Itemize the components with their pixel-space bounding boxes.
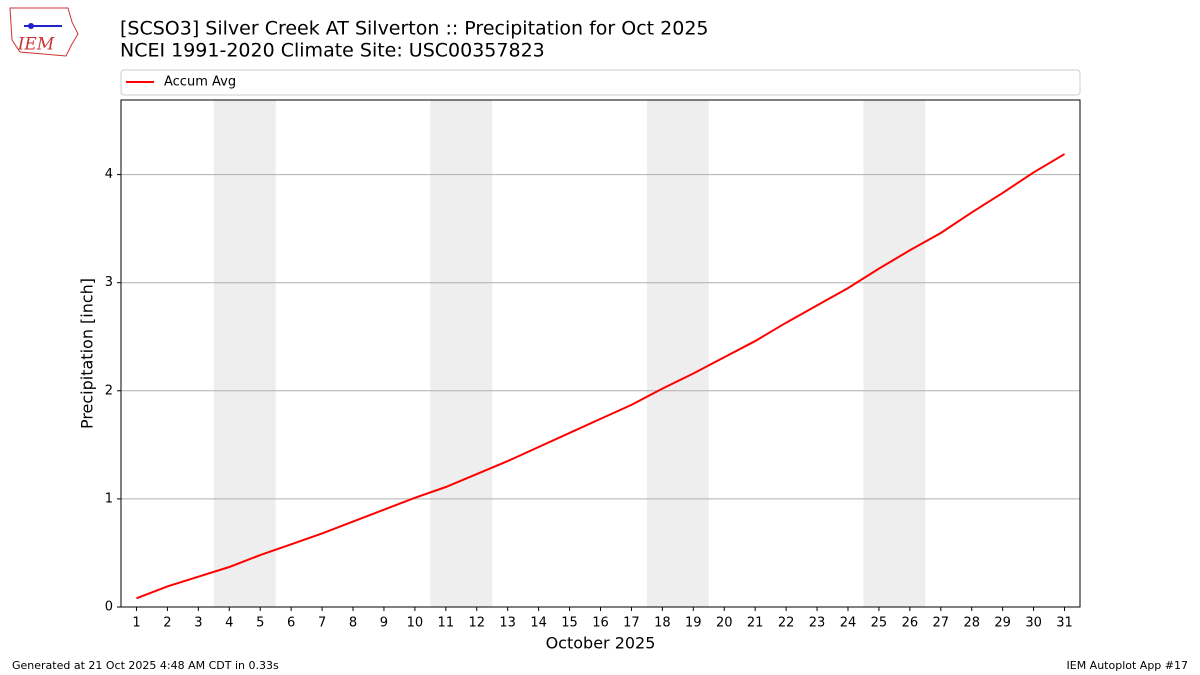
x-tick-label: 31 [1056,616,1073,631]
x-tick-label: 2 [163,616,171,631]
x-tick-label: 27 [933,616,950,631]
chart-subtitle: NCEI 1991-2020 Climate Site: USC00357823 [120,40,545,62]
x-tick-label: 10 [407,616,424,631]
y-tick-label: 0 [105,600,113,615]
x-tick-label: 8 [349,616,357,631]
weekend-shade [213,100,276,607]
x-tick-label: 26 [902,616,919,631]
x-tick-label: 17 [623,616,640,631]
y-tick-label: 2 [105,383,113,398]
logo: IEM [9,7,79,57]
y-tick-label: 1 [105,491,113,506]
weekend-shade [646,100,709,607]
x-tick-label: 23 [809,616,826,631]
x-tick-label: 6 [287,616,295,631]
x-tick-label: 3 [194,616,202,631]
x-tick-label: 1 [132,616,140,631]
x-tick-label: 28 [963,616,980,631]
x-tick-label: 9 [380,616,388,631]
x-tick-label: 30 [1025,616,1042,631]
chart-title: [SCSO3] Silver Creek AT Silverton :: Pre… [120,18,709,40]
footer-left: Generated at 21 Oct 2025 4:48 AM CDT in … [12,659,279,672]
x-tick-label: 7 [318,616,326,631]
y-tick-label: 3 [105,275,113,290]
weekend-shade [863,100,926,607]
footer-right: IEM Autoplot App #17 [1067,659,1189,672]
x-tick-label: 14 [530,616,547,631]
legend-label: Accum Avg [164,75,236,90]
x-tick-label: 12 [468,616,485,631]
x-tick-label: 24 [840,616,857,631]
x-tick-label: 19 [685,616,702,631]
x-tick-label: 22 [778,616,795,631]
logo-text: IEM [17,35,55,55]
plot-frame [120,99,1081,608]
logo-outline [9,7,79,57]
y-tick-label: 4 [105,167,113,182]
weekend-shade [430,100,493,607]
x-tick-label: 25 [871,616,888,631]
x-axis-label: October 2025 [546,634,656,653]
x-tick-label: 29 [994,616,1011,631]
x-tick-label: 20 [716,616,733,631]
x-tick-label: 4 [225,616,233,631]
x-tick-label: 15 [561,616,578,631]
x-tick-label: 11 [438,616,455,631]
x-tick-label: 13 [499,616,516,631]
x-tick-label: 5 [256,616,264,631]
x-tick-label: 21 [747,616,764,631]
x-tick-label: 18 [654,616,671,631]
y-axis-label: Precipitation [inch] [78,278,97,429]
x-tick-label: 16 [592,616,609,631]
logo-icon [28,23,34,29]
data-line [136,153,1066,600]
legend-box [120,69,1081,96]
